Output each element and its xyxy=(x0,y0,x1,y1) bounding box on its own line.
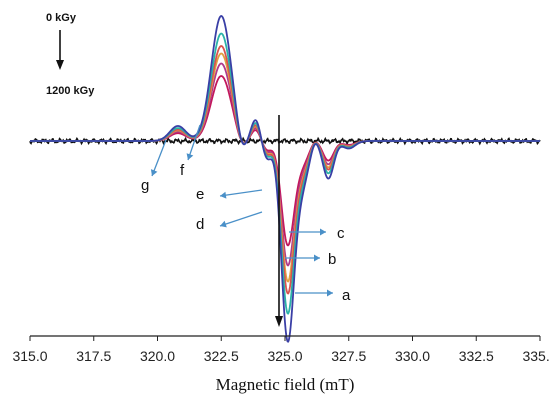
x-tick-label: 322.5 xyxy=(204,348,239,364)
center-field-arrow-head xyxy=(275,316,283,327)
curve-label-d: d xyxy=(196,216,204,233)
pointer-arrowhead-c xyxy=(320,228,326,236)
pointer-arrow-e xyxy=(219,189,263,197)
pointer-arrowhead-g xyxy=(150,169,158,176)
x-tick-label: 335.0 xyxy=(522,348,550,364)
x-tick-label: 315.0 xyxy=(12,348,47,364)
pointer-arrowhead-a xyxy=(327,289,333,297)
dose-label-bottom: 1200 kGy xyxy=(46,85,95,97)
x-tick-label: 320.0 xyxy=(140,348,175,364)
x-tick-label: 327.5 xyxy=(331,348,366,364)
curve-label-f: f xyxy=(180,162,185,179)
pointer-arrowhead-f xyxy=(186,153,194,160)
pointer-arrowhead-b xyxy=(314,254,320,262)
x-tick-label: 330.0 xyxy=(395,348,430,364)
x-axis-ticks: 315.0 317.5 320.0 322.5 325.0 327.5 330.0 332.5… xyxy=(12,336,550,364)
x-tick-label: 325.0 xyxy=(267,348,302,364)
pointer-arrow-f xyxy=(187,124,201,161)
curve-label-e: e xyxy=(196,186,204,203)
spectrum-line-a xyxy=(30,15,540,343)
curve-letter-labels: a bc def g xyxy=(141,124,351,304)
pointer-arrow-d xyxy=(219,211,263,227)
x-tick-label: 332.5 xyxy=(459,348,494,364)
spectrum-line-g xyxy=(29,136,541,146)
x-tick-label: 317.5 xyxy=(76,348,111,364)
spectrum-curves xyxy=(29,15,541,343)
curve-label-b: b xyxy=(328,251,336,268)
curve-label-a: a xyxy=(342,287,351,304)
dose-label-top: 0 kGy xyxy=(46,12,77,24)
x-axis-title: Magnetic field (mT) xyxy=(216,375,355,394)
curve-label-g: g xyxy=(141,177,149,194)
pointer-arrowhead-d xyxy=(220,220,227,228)
dose-arrow-head xyxy=(56,60,64,70)
spectrum-line-f xyxy=(30,75,540,247)
pointer-arrow-g xyxy=(151,139,167,177)
curve-label-c: c xyxy=(337,225,345,242)
pointer-arrowhead-e xyxy=(220,191,227,199)
